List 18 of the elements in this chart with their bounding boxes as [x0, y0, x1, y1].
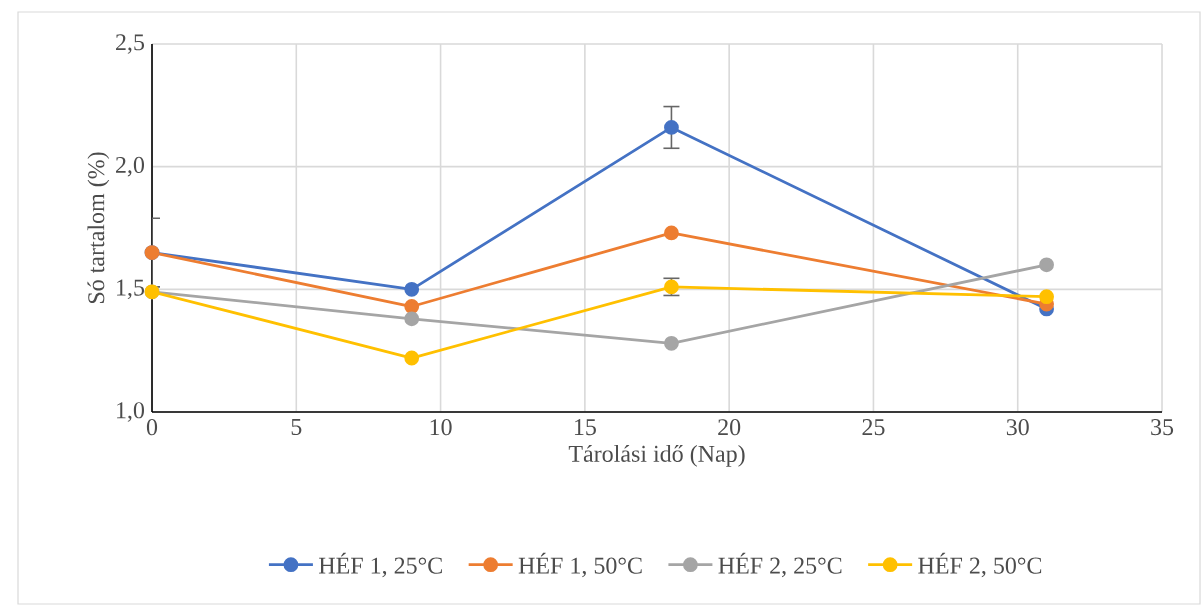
legend-label: HÉF 1, 50°C	[518, 552, 642, 578]
legend-label: HÉF 2, 50°C	[918, 552, 1042, 578]
x-tick-label: 15	[574, 419, 596, 436]
y-tick-label: 1,5	[117, 279, 145, 300]
x-tick-label: 20	[718, 419, 741, 436]
y-axis-title: Só tartalom (%)	[87, 152, 110, 304]
x-tick-label: 10	[430, 419, 452, 436]
x-tick-label: 25	[862, 419, 885, 436]
y-tick-label: 1,0	[117, 402, 145, 422]
y-tick-label: 2,0	[116, 156, 145, 177]
x-tick-label: 5	[291, 419, 302, 435]
x-tick-label: 0	[146, 419, 158, 436]
x-tick-label: 35	[1151, 419, 1174, 436]
x-axis-title: Tárolási idő (Nap)	[568, 444, 745, 467]
legend-label: HÉF 2, 25°C	[718, 552, 842, 578]
legend-label: HÉF 1, 25°C	[319, 552, 442, 578]
y-tick-label: 2,5	[116, 34, 145, 54]
x-tick-label: 30	[1006, 419, 1029, 436]
